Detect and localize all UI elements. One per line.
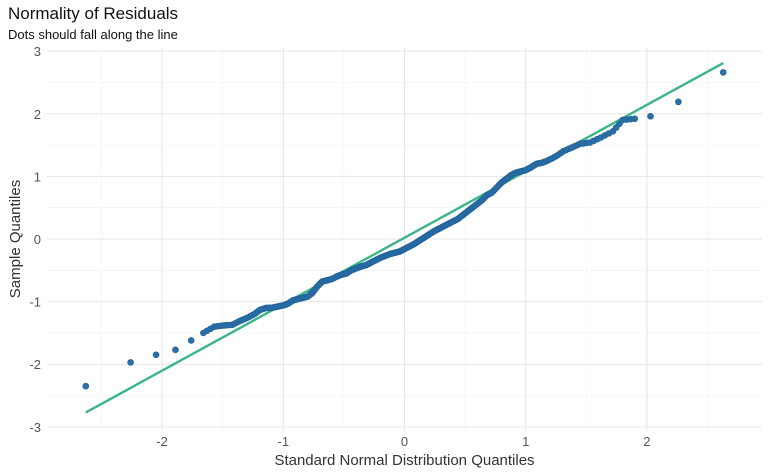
data-point-2	[152, 351, 160, 359]
grid	[47, 48, 762, 430]
reference-line	[85, 61, 724, 414]
y-tick-label: -3	[29, 420, 41, 435]
chart-subtitle: Dots should fall along the line	[8, 27, 178, 42]
y-tick-label: 3	[34, 44, 41, 59]
x-tick-label: 0	[401, 434, 408, 449]
data-point-227	[631, 115, 639, 123]
data-point-1	[127, 359, 134, 366]
data-points	[82, 69, 727, 390]
x-axis-title: Standard Normal Distribution Quantiles	[274, 452, 534, 469]
data-point-0	[82, 382, 90, 390]
y-tick-label: 1	[34, 169, 41, 184]
x-tick-label: -2	[156, 434, 168, 449]
x-axis-tick-labels: -2 -1 0 1 2	[156, 434, 650, 449]
y-axis-title: Sample Quantiles	[7, 180, 24, 298]
y-tick-label: -1	[29, 295, 41, 310]
chart-title: Normality of Residuals	[8, 4, 179, 23]
data-point-4	[187, 337, 195, 344]
data-point-3	[172, 346, 179, 354]
data-point-228	[647, 112, 654, 120]
data-point-229	[675, 98, 682, 106]
x-tick-label: -1	[278, 434, 290, 449]
x-tick-label: 2	[643, 434, 650, 449]
y-tick-label: 0	[34, 232, 41, 247]
y-axis-tick-labels: -3 -2 -1 0 1 2 3	[29, 44, 41, 435]
data-point-230	[719, 69, 727, 76]
y-tick-label: 2	[34, 107, 41, 122]
y-tick-label: -2	[29, 357, 41, 372]
x-tick-label: 1	[522, 434, 529, 449]
